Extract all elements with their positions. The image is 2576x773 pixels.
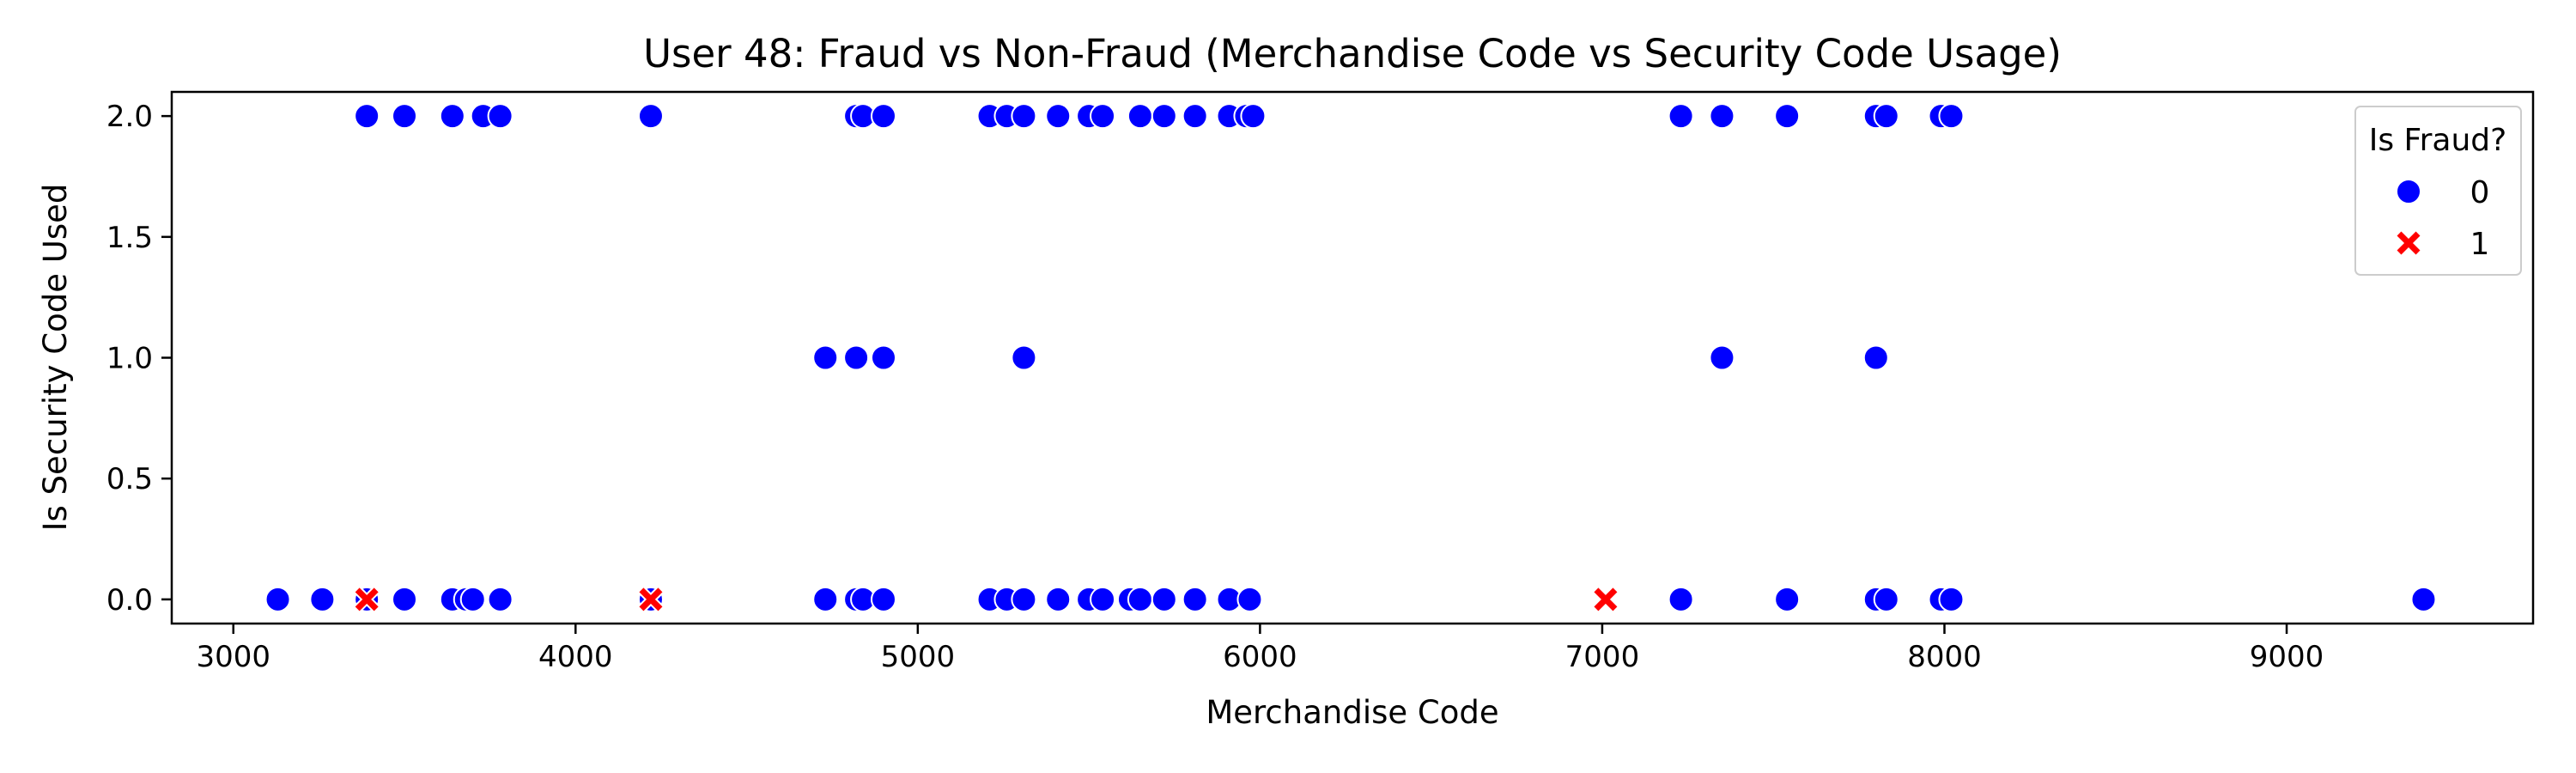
point-not-fraud [487, 586, 513, 612]
y-tick-label: 0.5 [106, 462, 153, 496]
y-axis: 0.0 0.5 1.0 1.5 2.0 [106, 100, 172, 618]
point-not-fraud [812, 344, 839, 371]
point-not-fraud [870, 344, 896, 371]
x-tick-label: 7000 [1565, 640, 1640, 674]
point-not-fraud [1774, 103, 1801, 130]
point-not-fraud [1709, 103, 1735, 130]
point-not-fraud [1011, 586, 1037, 612]
legend-label: 1 [2470, 227, 2490, 262]
point-not-fraud [1873, 586, 1899, 612]
legend-marker-x [2396, 230, 2421, 256]
point-not-fraud [812, 586, 839, 612]
point-not-fraud [1873, 103, 1899, 130]
point-not-fraud [1240, 103, 1267, 130]
point-not-fraud [1236, 586, 1263, 612]
point-not-fraud [354, 103, 380, 130]
point-not-fraud [1090, 103, 1116, 130]
point-not-fraud [1045, 103, 1072, 130]
point-not-fraud [1862, 344, 1889, 371]
point-not-fraud [1011, 103, 1037, 130]
point-not-fraud [1668, 103, 1694, 130]
point-not-fraud [1045, 586, 1072, 612]
y-tick-label: 0.0 [106, 583, 153, 618]
x-axis: 3000 4000 5000 6000 7000 8000 9000 [196, 624, 2324, 674]
point-not-fraud [2410, 586, 2437, 612]
point-not-fraud [1938, 586, 1965, 612]
point-not-fraud [487, 103, 513, 130]
point-not-fraud [870, 103, 896, 130]
point-not-fraud [439, 103, 465, 130]
plot-area-frame [170, 90, 2535, 625]
point-not-fraud [1709, 344, 1735, 371]
point-not-fraud [1151, 103, 1177, 130]
point-not-fraud [637, 103, 664, 130]
point-not-fraud [1127, 586, 1153, 612]
y-tick-label: 2.0 [106, 100, 153, 134]
point-not-fraud [870, 586, 896, 612]
point-not-fraud [1774, 586, 1801, 612]
x-axis-title: Merchandise Code [1206, 694, 1498, 731]
point-not-fraud [1151, 586, 1177, 612]
point-not-fraud [1182, 103, 1208, 130]
x-tick-label: 5000 [881, 640, 956, 674]
chart-title: User 48: Fraud vs Non-Fraud (Merchandise… [643, 31, 2062, 76]
point-not-fraud [309, 586, 336, 612]
point-not-fraud [1127, 103, 1153, 130]
legend: Is Fraud? 01 [2354, 106, 2522, 276]
legend-entries: 01 [2396, 175, 2490, 262]
x-tick-label: 9000 [2250, 640, 2324, 674]
x-tick-label: 4000 [538, 640, 613, 674]
data-points [264, 103, 2437, 612]
point-not-fraud [459, 586, 486, 612]
point-fraud [1593, 586, 1619, 612]
point-not-fraud [392, 103, 418, 130]
legend-label: 0 [2470, 175, 2490, 210]
x-tick-label: 6000 [1223, 640, 1297, 674]
x-tick-label: 8000 [1907, 640, 1982, 674]
point-not-fraud [1011, 344, 1037, 371]
point-not-fraud [264, 586, 291, 612]
legend-marker-circle [2396, 179, 2421, 204]
point-not-fraud [392, 586, 418, 612]
y-axis-title: Is Security Code Used [37, 184, 74, 532]
point-not-fraud [1090, 586, 1116, 612]
legend-title: Is Fraud? [2369, 123, 2507, 158]
y-tick-label: 1.0 [106, 342, 153, 376]
point-not-fraud [1668, 586, 1694, 612]
x-tick-label: 3000 [196, 640, 270, 674]
point-not-fraud [1938, 103, 1965, 130]
point-not-fraud [843, 344, 870, 371]
point-fraud [638, 586, 664, 612]
point-fraud [354, 586, 380, 612]
y-tick-label: 1.5 [106, 221, 153, 255]
legend-box [2354, 106, 2522, 276]
point-not-fraud [1182, 586, 1208, 612]
